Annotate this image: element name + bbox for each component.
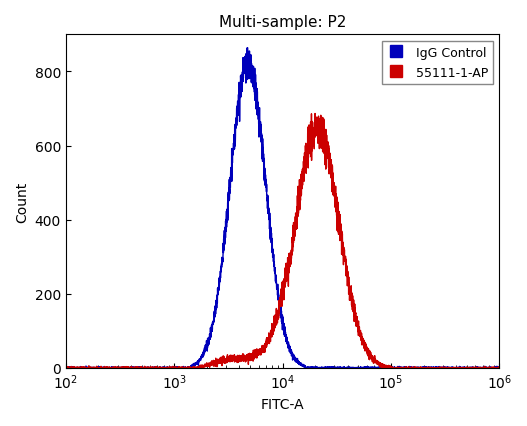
55111-1-AP [63,365,69,370]
55111-1-AP [462,366,468,371]
55111-1-AP [378,363,384,368]
55111-1-AP [248,352,255,357]
IgG Control [378,365,384,370]
55111-1-AP [483,366,490,371]
55111-1-AP [496,365,503,370]
Title: Multi-sample: P2: Multi-sample: P2 [219,15,346,30]
IgG Control [462,365,468,370]
IgG Control [63,366,69,371]
IgG Control [483,365,490,370]
Y-axis label: Count: Count [15,181,29,222]
IgG Control [248,72,255,78]
IgG Control [269,239,275,244]
Line: IgG Control: IgG Control [66,49,500,368]
IgG Control [63,365,69,370]
IgG Control [245,58,251,63]
55111-1-AP [269,321,275,326]
Legend: IgG Control, 55111-1-AP: IgG Control, 55111-1-AP [382,41,493,85]
IgG Control [496,365,503,370]
55111-1-AP [245,354,251,360]
X-axis label: FITC-A: FITC-A [261,397,305,411]
Line: 55111-1-AP: 55111-1-AP [66,114,500,368]
55111-1-AP [312,112,318,117]
55111-1-AP [63,366,70,371]
IgG Control [245,46,251,51]
